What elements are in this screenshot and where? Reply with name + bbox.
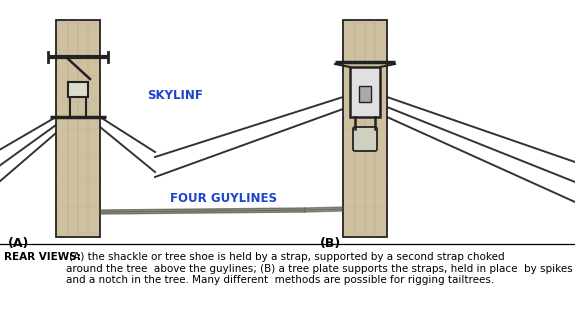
Bar [56,20,100,237]
Bar [359,86,371,102]
Text: (A): (A) [8,237,29,250]
Bar [350,67,380,117]
Bar [68,82,88,97]
Text: FOUR GUYLINES: FOUR GUYLINES [170,192,277,205]
Text: (A) the shackle or tree shoe is held by a strap, supported by a second strap cho: (A) the shackle or tree shoe is held by … [66,252,573,285]
Text: SKYLINF: SKYLINF [147,89,202,102]
FancyBboxPatch shape [353,127,377,151]
Text: (B): (B) [320,237,341,250]
Bar [343,20,387,237]
Text: REAR VIEWS:: REAR VIEWS: [4,252,81,262]
